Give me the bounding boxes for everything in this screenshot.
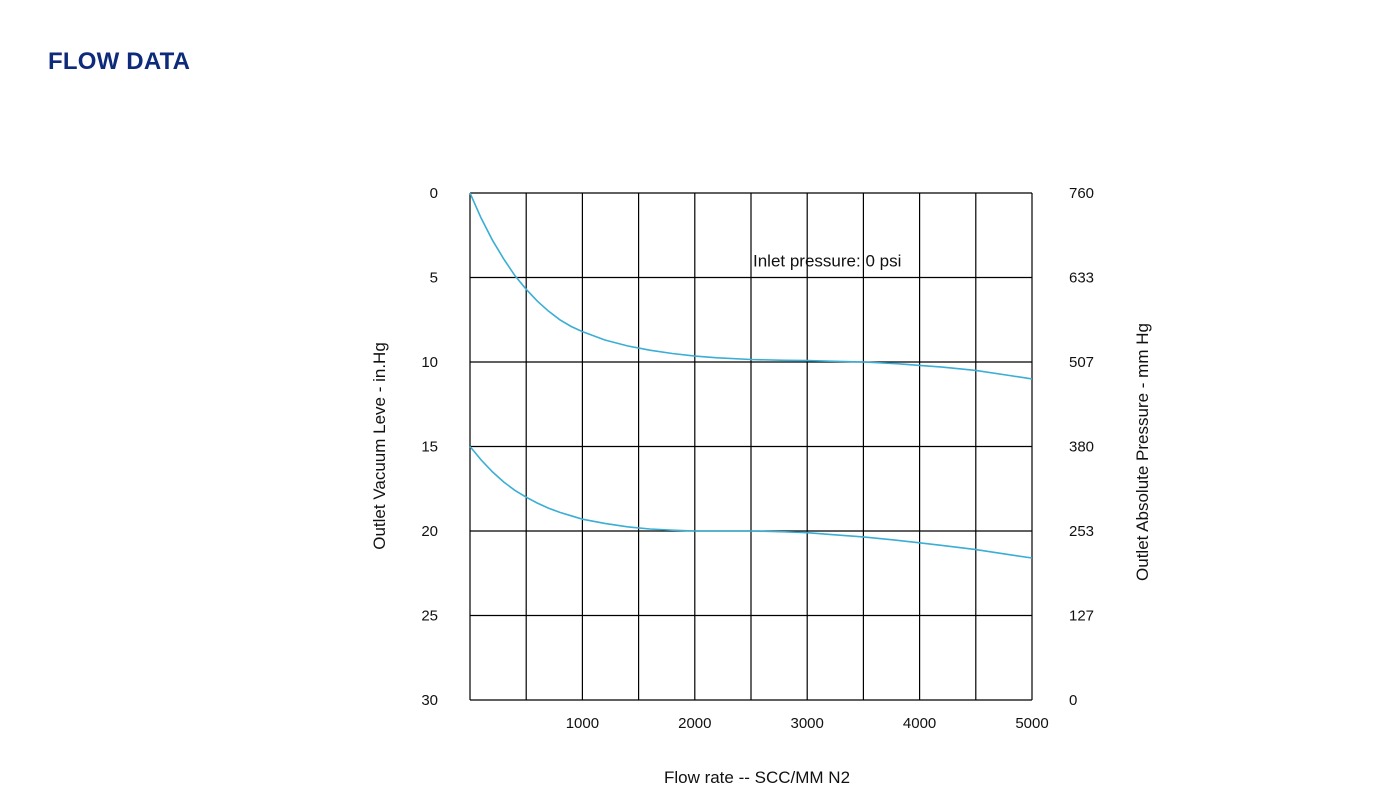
x-tick-label: 2000 — [678, 715, 711, 732]
x-tick-label: 4000 — [903, 715, 936, 732]
page-title: FLOW DATA — [48, 48, 191, 75]
series-line-1 — [469, 192, 1033, 380]
chart-annotation: Inlet pressure: 0 psi — [753, 252, 901, 271]
series-line-2 — [469, 445, 1033, 559]
x-tick-label: 1000 — [566, 715, 599, 732]
y-tick-label: 25 — [421, 608, 438, 625]
y2-tick-label: 380 — [1069, 439, 1094, 456]
y-tick-label: 0 — [430, 185, 438, 202]
y-tick-label: 20 — [421, 523, 438, 540]
y-axis-label: Outlet Vacuum Leve - in.Hg — [370, 342, 389, 550]
chart-curves — [469, 192, 1033, 559]
y2-axis-label: Outlet Absolute Pressure - mm Hg — [1133, 323, 1152, 581]
y-tick-label: 15 — [421, 439, 438, 456]
y2-tick-label: 0 — [1069, 692, 1077, 709]
x-axis-label: Flow rate -- SCC/MM N2 — [664, 768, 850, 787]
y2-tick-label: 507 — [1069, 354, 1094, 371]
y2-tick-label: 253 — [1069, 523, 1094, 540]
y2-tick-label: 633 — [1069, 270, 1094, 287]
chart-grid — [469, 192, 1033, 701]
chart-ticks: 0 5 10 15 20 25 30 760 633 507 380 253 127 0 1000 2000 3… — [421, 185, 1094, 732]
x-tick-label: 5000 — [1015, 715, 1048, 732]
y2-tick-label: 760 — [1069, 185, 1094, 202]
y-tick-label: 5 — [430, 270, 438, 287]
y-tick-label: 10 — [421, 354, 438, 371]
y-tick-label: 30 — [421, 692, 438, 709]
x-tick-label: 3000 — [791, 715, 824, 732]
y2-tick-label: 127 — [1069, 608, 1094, 625]
